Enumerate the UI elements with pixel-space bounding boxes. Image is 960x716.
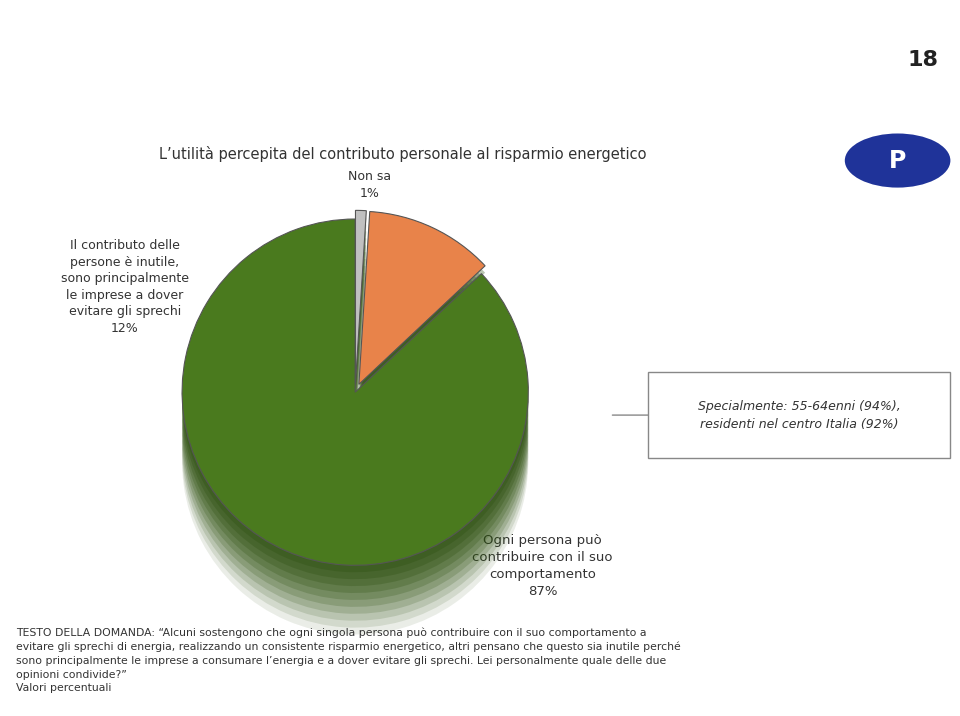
Wedge shape [359, 239, 485, 412]
Wedge shape [182, 261, 528, 607]
Text: 18: 18 [908, 50, 939, 70]
Wedge shape [182, 226, 528, 572]
Text: Non sa
1%: Non sa 1% [348, 170, 391, 200]
Wedge shape [355, 273, 367, 446]
Wedge shape [359, 232, 485, 405]
Wedge shape [182, 247, 528, 593]
Wedge shape [355, 238, 367, 411]
Text: Fondamentale, per quasi tutti, anche il contributo dei
singoli individui al risp: Fondamentale, per quasi tutti, anche il … [110, 39, 680, 82]
Wedge shape [182, 219, 528, 566]
Wedge shape [355, 231, 367, 405]
Wedge shape [359, 246, 485, 419]
Wedge shape [355, 259, 367, 432]
Wedge shape [182, 281, 528, 628]
Wedge shape [355, 211, 367, 384]
Text: %: % [5, 26, 82, 100]
Wedge shape [359, 211, 485, 384]
Wedge shape [359, 253, 485, 426]
Wedge shape [355, 252, 367, 425]
Text: Ogni persona può
contribuire con il suo
comportamento
87%: Ogni persona può contribuire con il suo … [472, 534, 612, 599]
Circle shape [845, 133, 950, 188]
Text: TESTO DELLA DOMANDA: “Alcuni sostengono che ogni singola persona può contribuire: TESTO DELLA DOMANDA: “Alcuni sostengono … [15, 627, 681, 693]
Text: Specialmente: 55-64enni (94%),
residenti nel centro Italia (92%): Specialmente: 55-64enni (94%), residenti… [698, 400, 900, 430]
FancyBboxPatch shape [648, 372, 950, 458]
Wedge shape [182, 268, 528, 614]
Wedge shape [359, 226, 485, 398]
Wedge shape [359, 267, 485, 440]
Wedge shape [182, 233, 528, 579]
Text: P: P [889, 148, 906, 173]
Text: L’utilità percepita del contributo personale al risparmio energetico: L’utilità percepita del contributo perso… [159, 146, 647, 162]
Wedge shape [355, 280, 367, 453]
Wedge shape [355, 217, 367, 390]
Wedge shape [359, 218, 485, 391]
Wedge shape [355, 224, 367, 397]
Wedge shape [182, 289, 528, 634]
Wedge shape [359, 274, 485, 447]
Wedge shape [182, 253, 528, 600]
Wedge shape [359, 260, 485, 432]
Wedge shape [355, 245, 367, 418]
Wedge shape [182, 240, 528, 586]
Text: Il contributo delle
persone è inutile,
sono principalmente
le imprese a dover
ev: Il contributo delle persone è inutile, s… [60, 239, 189, 335]
Wedge shape [355, 266, 367, 439]
Wedge shape [182, 274, 528, 621]
Wedge shape [359, 281, 485, 454]
